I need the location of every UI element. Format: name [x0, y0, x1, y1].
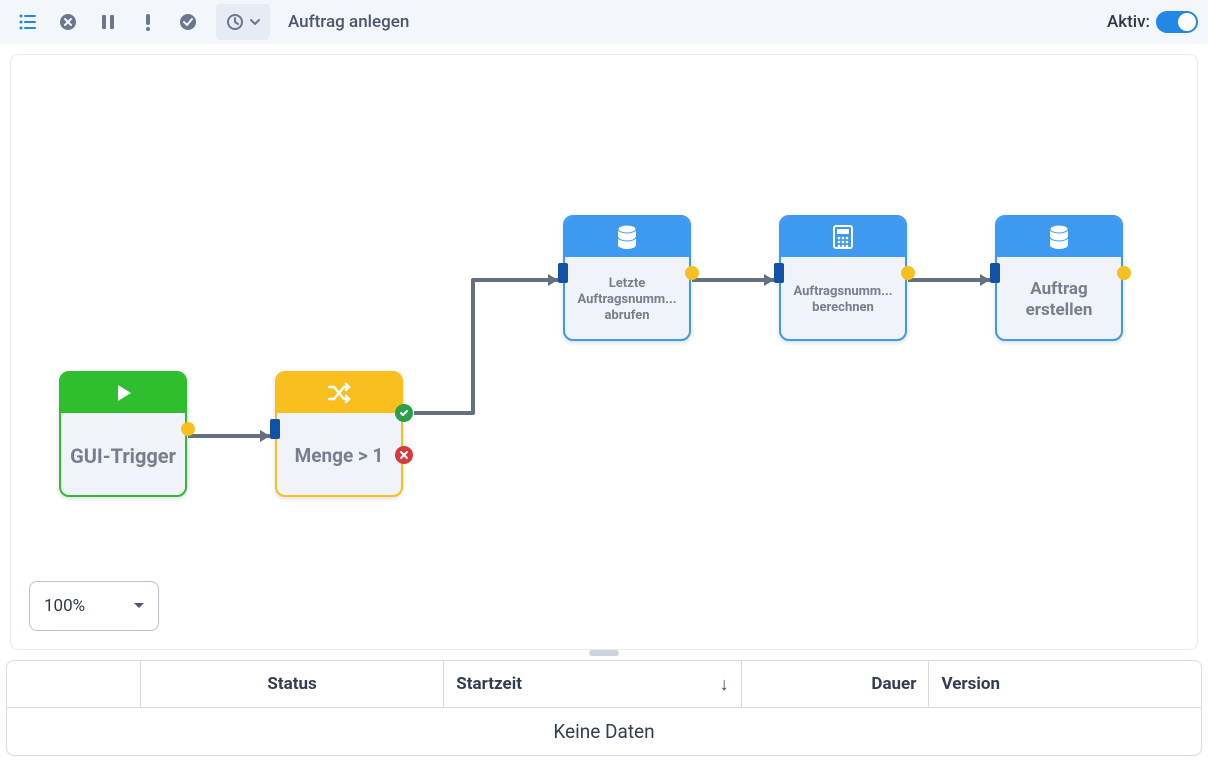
node-label: Letzte Auftragsnumm... abrufen [565, 257, 689, 343]
node-label: GUI-Trigger [61, 413, 185, 499]
node-label: Menge > 1 [277, 413, 401, 499]
port-in[interactable] [270, 419, 280, 439]
edge-arrow-icon [260, 430, 270, 442]
port-in[interactable] [774, 263, 784, 283]
node-head [277, 373, 401, 413]
empty-text: Keine Daten [553, 720, 654, 743]
node-head [997, 217, 1121, 257]
port-in[interactable] [990, 263, 1000, 283]
check-icon[interactable] [170, 4, 206, 40]
resize-handle[interactable] [589, 650, 619, 656]
node-fetch[interactable]: Letzte Auftragsnumm... abrufen [563, 215, 691, 341]
node-head [565, 217, 689, 257]
column-header[interactable]: Version [929, 661, 1201, 707]
db-icon [615, 224, 639, 250]
workflow-title: Auftrag anlegen [288, 12, 409, 32]
port-out[interactable] [901, 266, 915, 280]
chevron-down-icon [134, 603, 144, 609]
port-in[interactable] [558, 263, 568, 283]
column-label: Status [267, 674, 316, 694]
column-label: Dauer [871, 674, 916, 694]
node-head [781, 217, 905, 257]
node-calc[interactable]: Auftragsnumm... berechnen [779, 215, 907, 341]
pause-icon[interactable] [90, 4, 126, 40]
node-cond[interactable]: Menge > 1 [275, 371, 403, 497]
column-header[interactable]: Status [141, 661, 444, 707]
toolbar: Auftrag anlegen Aktiv: [0, 0, 1208, 44]
node-head [61, 373, 185, 413]
column-header[interactable] [7, 661, 141, 707]
column-label: Startzeit [456, 674, 522, 694]
column-header[interactable]: Startzeit ↓ [444, 661, 741, 707]
edge-arrow-icon [764, 274, 774, 286]
port-out[interactable] [685, 266, 699, 280]
shuffle-icon [326, 382, 352, 404]
play-icon [110, 380, 136, 406]
edge-arrow-icon [980, 274, 990, 286]
workflow-canvas[interactable]: 100% GUI-Trigger Menge > 1 Letzte Auftrags… [10, 54, 1198, 650]
node-label: Auftrag erstellen [997, 257, 1121, 343]
active-toggle[interactable] [1156, 11, 1198, 33]
time-dropdown[interactable] [216, 4, 270, 40]
column-label: Version [941, 674, 1000, 694]
close-icon[interactable] [50, 4, 86, 40]
zoom-value: 100% [44, 596, 85, 616]
port-out[interactable] [1117, 266, 1131, 280]
db-icon [1047, 224, 1071, 250]
run-log-table: Status Startzeit ↓ Dauer Version Keine Daten [6, 660, 1202, 756]
alert-icon[interactable] [130, 4, 166, 40]
node-trigger[interactable]: GUI-Trigger [59, 371, 187, 497]
sort-desc-icon: ↓ [720, 674, 729, 695]
node-create[interactable]: Auftrag erstellen [995, 215, 1123, 341]
table-header: Status Startzeit ↓ Dauer Version [7, 661, 1201, 707]
edge-arrow-icon [548, 274, 558, 286]
branch-false-icon [395, 446, 413, 464]
node-label: Auftragsnumm... berechnen [781, 257, 905, 343]
branch-true-icon [395, 404, 413, 422]
chevron-down-icon [250, 19, 260, 25]
zoom-select[interactable]: 100% [29, 581, 159, 631]
active-label: Aktiv: [1107, 12, 1150, 32]
active-toggle-group: Aktiv: [1107, 11, 1198, 33]
edge [414, 280, 558, 413]
column-header[interactable]: Dauer [742, 661, 930, 707]
list-icon[interactable] [10, 4, 46, 40]
table-empty-row: Keine Daten [7, 707, 1201, 755]
calc-icon [832, 224, 854, 250]
clock-icon [226, 13, 244, 31]
port-out[interactable] [181, 422, 195, 436]
